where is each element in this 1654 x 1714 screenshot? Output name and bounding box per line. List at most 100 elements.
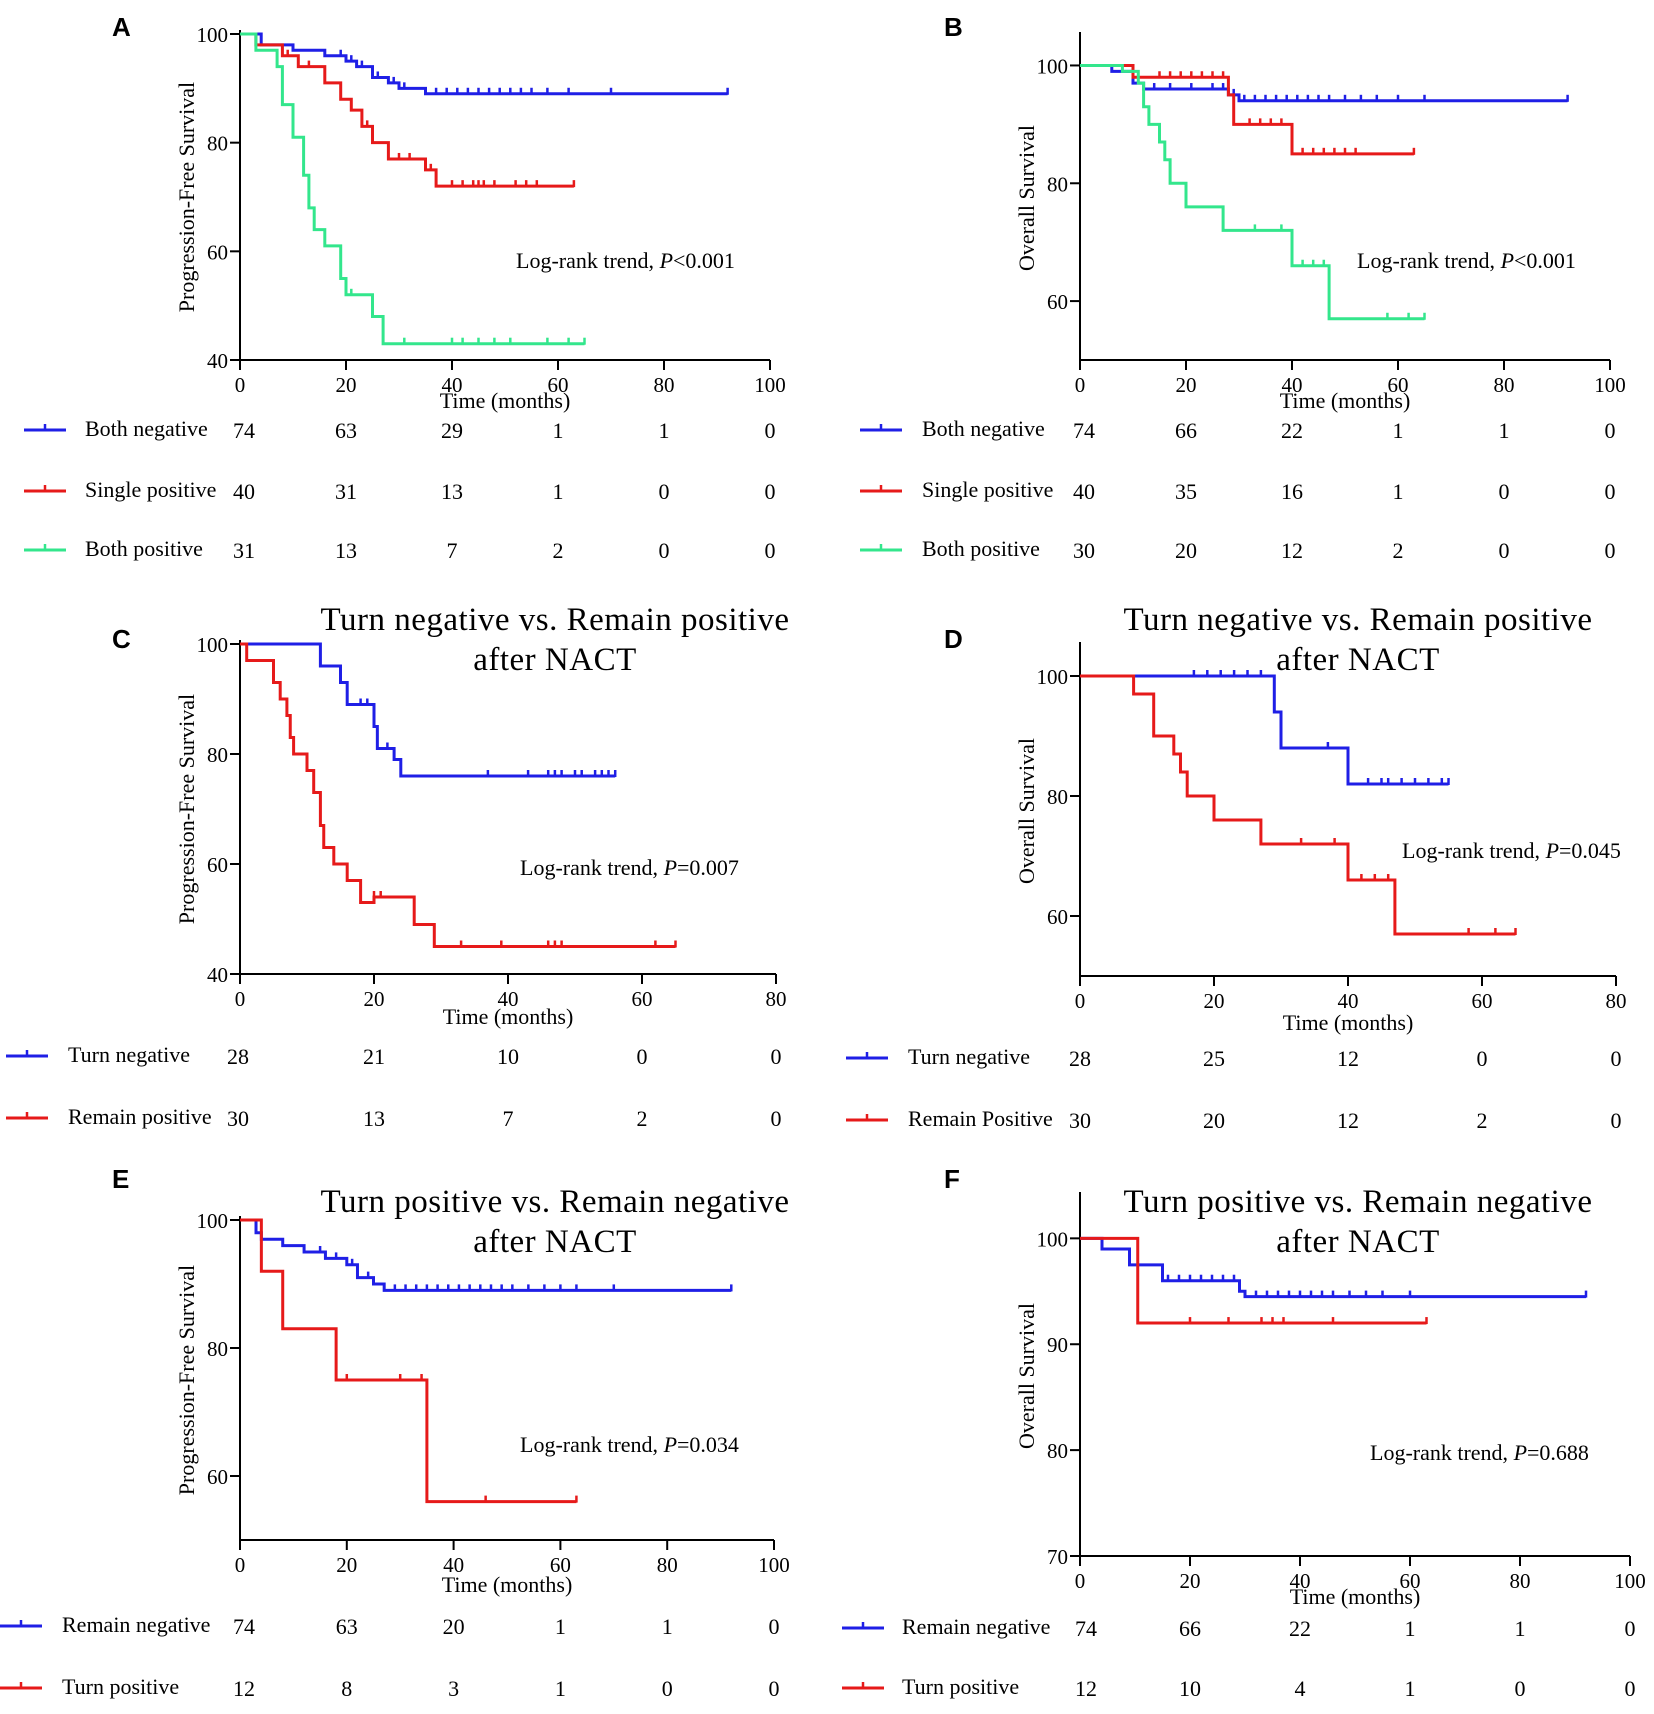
chart-title-line: Turn positive vs. Remain negative xyxy=(321,1184,790,1220)
at-risk-count: 1 xyxy=(1515,1616,1526,1641)
series-remain-positive: Remain Positive 30 20 12 2 0 xyxy=(846,674,1622,1133)
at-risk-count: 1 xyxy=(1393,479,1404,504)
series-remain-positive: Remain positive 30 13 7 2 0 xyxy=(6,642,782,1131)
at-risk-count: 12 xyxy=(1075,1676,1097,1701)
log-rank-annotation: Log-rank trend, P<0.001 xyxy=(1357,248,1576,273)
x-tick-label: 40 xyxy=(1290,1569,1311,1593)
at-risk-count: 40 xyxy=(233,479,255,504)
at-risk-count: 3 xyxy=(448,1676,459,1701)
x-tick-label: 40 xyxy=(498,987,519,1011)
series-turn-positive: Turn positive 12 10 4 1 0 0 xyxy=(842,1236,1636,1701)
x-tick-label: 20 xyxy=(1176,373,1197,397)
at-risk-count: 1 xyxy=(662,1614,673,1639)
at-risk-count: 1 xyxy=(1499,418,1510,443)
series-both-positive: Both positive 30 20 12 2 0 0 xyxy=(860,63,1616,563)
at-risk-count: 0 xyxy=(1477,1046,1488,1071)
y-tick-label: 100 xyxy=(197,633,229,657)
chart-title-line: after NACT xyxy=(1276,1224,1440,1260)
x-tick-label: 100 xyxy=(1594,373,1626,397)
at-risk-count: 74 xyxy=(233,1614,255,1639)
y-axis-label: Overall Survival xyxy=(1014,1303,1039,1449)
at-risk-count: 4 xyxy=(1295,1676,1306,1701)
at-risk-count: 74 xyxy=(1073,418,1095,443)
panel-f: F Turn positive vs. Remain negative after … xyxy=(842,1164,1646,1701)
at-risk-count: 10 xyxy=(1179,1676,1201,1701)
y-tick-label: 80 xyxy=(1047,172,1068,196)
x-axis-label: Time (months) xyxy=(440,388,571,413)
at-risk-count: 31 xyxy=(233,538,255,563)
log-rank-annotation: Log-rank trend, P<0.001 xyxy=(516,248,735,273)
y-tick-label: 80 xyxy=(207,1337,228,1361)
y-axis-label: Progression-Free Survival xyxy=(174,694,199,924)
chart-title-line: Turn negative vs. Remain positive xyxy=(321,602,790,638)
y-tick-label: 100 xyxy=(197,23,229,47)
y-tick-label: 80 xyxy=(1047,1439,1068,1463)
x-tick-label: 0 xyxy=(235,373,246,397)
at-risk-count: 16 xyxy=(1281,479,1303,504)
y-axis-label: Progression-Free Survival xyxy=(174,1265,199,1495)
at-risk-count: 0 xyxy=(659,479,670,504)
x-tick-label: 0 xyxy=(1075,989,1086,1013)
at-risk-count: 1 xyxy=(1393,418,1404,443)
x-tick-label: 40 xyxy=(1282,373,1303,397)
at-risk-count: 0 xyxy=(769,1614,780,1639)
x-tick-label: 60 xyxy=(1400,1569,1421,1593)
y-tick-label: 70 xyxy=(1047,1545,1068,1569)
y-tick-label: 100 xyxy=(1037,1227,1069,1251)
at-risk-count: 1 xyxy=(553,479,564,504)
y-tick-label: 100 xyxy=(1037,54,1069,78)
at-risk-count: 2 xyxy=(1477,1108,1488,1133)
at-risk-count: 20 xyxy=(443,1614,465,1639)
at-risk-count: 0 xyxy=(771,1106,782,1131)
at-risk-count: 30 xyxy=(1069,1108,1091,1133)
at-risk-count: 0 xyxy=(1605,418,1616,443)
at-risk-count: 8 xyxy=(341,1676,352,1701)
at-risk-count: 0 xyxy=(1605,479,1616,504)
at-risk-count: 1 xyxy=(555,1676,566,1701)
at-risk-count: 1 xyxy=(1405,1616,1416,1641)
at-risk-count: 20 xyxy=(1203,1108,1225,1133)
survival-curve xyxy=(240,642,616,778)
series-remain-negative: Remain negative 74 66 22 1 1 0 xyxy=(842,1236,1636,1641)
at-risk-count: 0 xyxy=(765,538,776,563)
x-tick-label: 80 xyxy=(1494,373,1515,397)
x-tick-label: 80 xyxy=(657,1553,678,1577)
at-risk-count: 35 xyxy=(1175,479,1197,504)
at-risk-count: 0 xyxy=(662,1676,673,1701)
at-risk-count: 22 xyxy=(1289,1616,1311,1641)
legend-label: Both positive xyxy=(922,536,1040,561)
y-tick-label: 80 xyxy=(207,743,228,767)
chart-title-line: after NACT xyxy=(473,642,637,678)
legend-label: Turn positive xyxy=(902,1674,1019,1699)
x-tick-label: 80 xyxy=(1606,989,1627,1013)
x-tick-label: 40 xyxy=(442,373,463,397)
x-tick-label: 20 xyxy=(1180,1569,1201,1593)
at-risk-count: 12 xyxy=(1337,1108,1359,1133)
y-tick-label: 90 xyxy=(1047,1333,1068,1357)
series-turn-negative: Turn negative 28 25 12 0 0 xyxy=(846,670,1622,1071)
legend-label: Remain positive xyxy=(68,1104,212,1129)
at-risk-count: 74 xyxy=(1075,1616,1097,1641)
legend-label: Both negative xyxy=(922,416,1045,441)
y-axis-label: Overall Survival xyxy=(1014,125,1039,271)
log-rank-annotation: Log-rank trend, P=0.034 xyxy=(520,1432,739,1457)
legend-label: Both positive xyxy=(85,536,203,561)
at-risk-count: 0 xyxy=(1499,479,1510,504)
at-risk-count: 28 xyxy=(1069,1046,1091,1071)
at-risk-count: 0 xyxy=(771,1044,782,1069)
series-turn-positive: Turn positive 12 8 3 1 0 0 xyxy=(0,1218,780,1701)
x-axis-label: Time (months) xyxy=(1283,1010,1414,1035)
at-risk-count: 2 xyxy=(553,538,564,563)
survival-curve xyxy=(1080,63,1414,156)
survival-curve xyxy=(1080,674,1516,936)
y-axis-label: Overall Survival xyxy=(1014,738,1039,884)
x-tick-label: 60 xyxy=(548,373,569,397)
at-risk-count: 66 xyxy=(1179,1616,1201,1641)
series-both-negative: Both negative 74 63 29 1 1 0 xyxy=(24,32,776,443)
at-risk-count: 22 xyxy=(1281,418,1303,443)
at-risk-count: 20 xyxy=(1175,538,1197,563)
at-risk-count: 7 xyxy=(503,1106,514,1131)
at-risk-count: 63 xyxy=(335,418,357,443)
at-risk-count: 63 xyxy=(336,1614,358,1639)
